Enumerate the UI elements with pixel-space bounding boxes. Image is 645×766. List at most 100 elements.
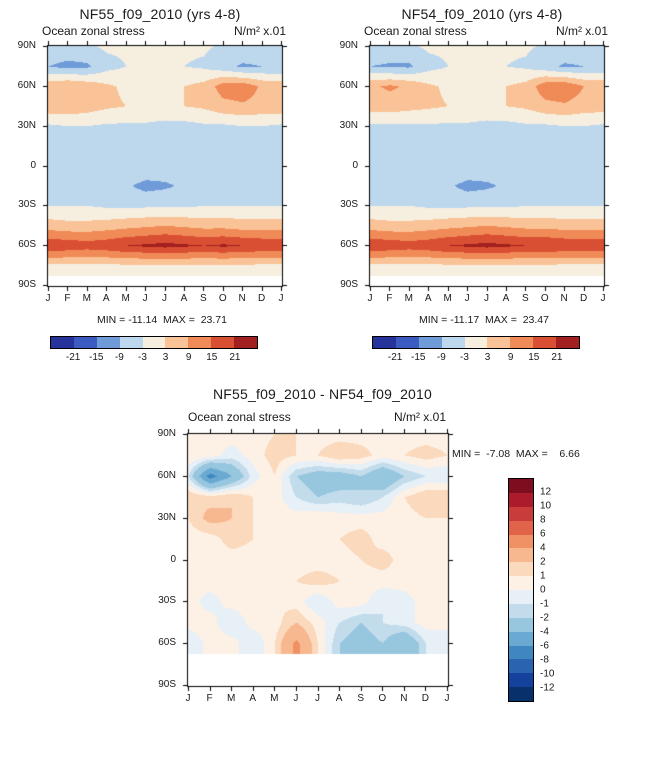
colorbar-tick-label: 15 (528, 352, 540, 363)
colorbar: -21 -15 -9 -3 3 9 15 21 (372, 336, 580, 370)
colorbar-tick-label: -10 (540, 668, 555, 680)
field-label: Ocean zonal stress (188, 410, 291, 424)
y-axis-tick-label: 90S (18, 279, 36, 290)
top-panels-row: NF55_f09_2010 (yrs 4-8) Ocean zonal stre… (0, 0, 645, 370)
x-axis-tick-label: J (185, 693, 191, 704)
colorbar-tick-label: 3 (484, 352, 491, 363)
y-axis-tick-label: 30S (158, 595, 176, 607)
colorbar-tick-label: 1 (540, 570, 546, 582)
colorbar-gradient (372, 336, 580, 349)
colorbar-gradient (508, 478, 534, 702)
x-axis-tick-label: A (249, 693, 257, 704)
x-axis-tick-label: N (560, 293, 568, 304)
colorbar-tick-label: 12 (540, 486, 552, 498)
subtitle-row: Ocean zonal stress N/m² x.01 (362, 24, 610, 38)
x-axis-tick-label: D (579, 293, 588, 304)
colorbar-tick-label: -1 (540, 598, 549, 610)
x-axis-tick-label: S (357, 693, 364, 704)
subtitle-row: Ocean zonal stress N/m² x.01 (188, 410, 446, 424)
colorbar-tick-label: -21 (387, 352, 403, 363)
x-axis-tick-label: S (521, 293, 529, 304)
colorbar-tick-label: -9 (436, 352, 446, 363)
y-axis-tick-label: 60N (157, 469, 176, 481)
colorbar-tick-label: 3 (162, 352, 169, 363)
units-label: N/m² x.01 (555, 24, 608, 38)
stats-label: MIN = -11.17 MAX = 23.47 (419, 314, 549, 326)
y-axis-tick-label: 90S (158, 679, 176, 690)
plot-area: J F M A M J J A S O N D J 90N 60N 30N 0 30S 60S 90S (6, 38, 314, 314)
y-axis-tick-label: 90N (17, 40, 36, 51)
x-axis-tick-label: J (367, 293, 373, 304)
heatmap-canvas (362, 38, 612, 294)
colorbar-tick-label: 2 (540, 556, 546, 568)
colorbar-tick-label: 21 (229, 352, 241, 363)
y-axis-tick-label: 60S (18, 239, 36, 251)
x-axis-tick-label: M (270, 693, 279, 704)
colorbar: 12 10 8 6 4 2 1 0 -1 -2 -4 -6 -8 -10 -12 (508, 478, 594, 714)
x-axis-tick-label: D (421, 693, 430, 704)
y-axis-tick-label: 90N (157, 428, 176, 439)
colorbar-tick-label: 4 (540, 542, 546, 554)
y-axis-tick-label: 90S (340, 279, 358, 290)
x-axis-tick-label: J (162, 293, 167, 304)
y-axis-tick-label: 60N (339, 79, 358, 91)
x-axis-tick-label: F (206, 693, 213, 704)
plot-area: J F M A M J J A S O N D J 90N 60N 30N 0 30S 60S 90S (146, 426, 456, 718)
units-label: N/m² x.01 (233, 24, 286, 38)
colorbar-tick-label: -6 (540, 640, 549, 652)
colorbar-tick-label: -15 (410, 352, 426, 363)
panel-title: NF55_f09_2010 - NF54_f09_2010 (212, 386, 433, 402)
units-label: N/m² x.01 (393, 410, 446, 424)
x-axis-tick-label: O (218, 293, 227, 304)
x-axis-tick-label: A (102, 293, 110, 304)
x-axis-tick-label: A (180, 293, 188, 304)
stats-label: MIN = -11.14 MAX = 23.71 (97, 314, 227, 326)
y-axis-tick-label: 60S (158, 637, 176, 649)
x-axis-tick-label: J (484, 293, 489, 304)
x-axis-tick-label: A (502, 293, 510, 304)
y-axis-tick-label: 60N (17, 79, 36, 91)
colorbar-tick-label: 15 (206, 352, 218, 363)
colorbar-tick-label: 6 (540, 528, 546, 540)
x-axis-tick-label: O (540, 293, 549, 304)
colorbar-tick-label: -3 (459, 352, 469, 363)
field-label: Ocean zonal stress (42, 24, 145, 38)
colorbar-tick-label: 0 (540, 584, 546, 596)
y-axis-tick-label: 30N (17, 119, 36, 131)
x-axis-tick-label: D (257, 293, 266, 304)
subtitle-row: Ocean zonal stress N/m² x.01 (40, 24, 288, 38)
heatmap-canvas (40, 38, 290, 294)
x-axis-tick-label: F (64, 293, 71, 304)
y-axis-tick-label: 0 (170, 553, 176, 565)
x-axis-tick-label: J (45, 293, 51, 304)
panel-title: NF55_f09_2010 (yrs 4-8) (79, 6, 241, 22)
x-axis-tick-label: M (404, 293, 413, 304)
plot-area: J F M A M J J A S O N D J 90N 60N 30N 0 30S 60S 90S (328, 38, 636, 314)
y-axis-tick-label: 30S (340, 199, 358, 211)
colorbar-tick-label: -9 (114, 352, 124, 363)
x-axis-tick-label: S (199, 293, 207, 304)
colorbar-tick-label: 10 (540, 500, 552, 512)
panel-nf55: NF55_f09_2010 (yrs 4-8) Ocean zonal stre… (6, 4, 314, 370)
stats-label: MIN = -7.08 MAX = 6.66 (452, 448, 580, 460)
x-axis-tick-label: M (443, 293, 452, 304)
colorbar-tick-label: -3 (137, 352, 147, 363)
colorbar-tick-label: 8 (540, 514, 546, 526)
colorbar-gradient (50, 336, 258, 349)
y-axis-tick-label: 60S (340, 239, 358, 251)
x-axis-tick-label: N (400, 693, 408, 704)
x-axis-tick-label: M (121, 293, 130, 304)
colorbar-tick-label: 9 (185, 352, 192, 363)
x-axis-tick-label: M (226, 693, 236, 704)
field-label: Ocean zonal stress (364, 24, 467, 38)
colorbar: -21 -15 -9 -3 3 9 15 21 (50, 336, 258, 370)
x-axis-tick-label: A (424, 293, 432, 304)
x-axis-tick-label: A (335, 693, 343, 704)
x-axis-tick-label: J (293, 693, 299, 704)
colorbar-tick-label: -15 (88, 352, 104, 363)
x-axis-tick-label: J (142, 293, 148, 304)
y-axis-tick-label: 30S (18, 199, 36, 211)
colorbar-tick-label: 21 (551, 352, 563, 363)
x-axis-tick-label: J (600, 293, 606, 304)
